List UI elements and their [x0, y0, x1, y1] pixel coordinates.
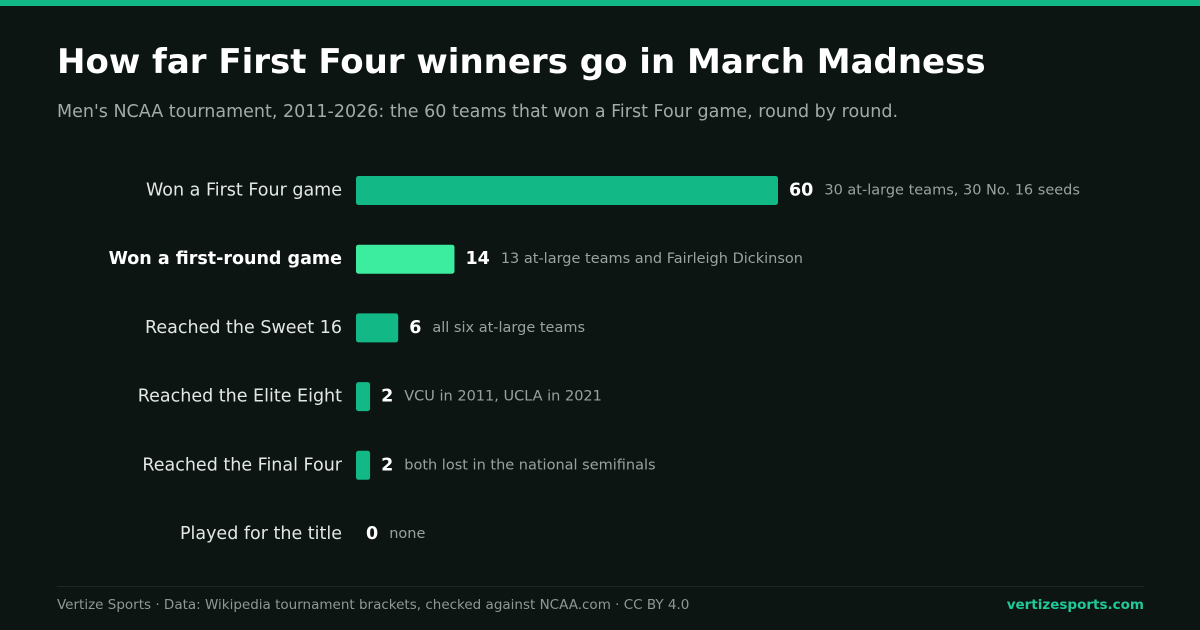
bar-chart: Won a First Four game 60 30 at-large teams…: [109, 176, 1080, 544]
value-label: 14: [465, 249, 489, 269]
bar-annotation: none: [389, 526, 425, 542]
bar-annotation: VCU in 2011, UCLA in 2021: [404, 389, 602, 405]
bar: [356, 450, 371, 480]
category-label: Won a First Four game: [146, 181, 342, 201]
chart-title: How far First Four winners go in March M…: [57, 42, 986, 82]
chart-subtitle: Men's NCAA tournament, 2011-2026: the 60…: [57, 102, 899, 122]
value-label: 60: [789, 181, 813, 201]
bar: [356, 176, 778, 205]
category-label: Won a first-round game: [109, 249, 343, 269]
footer-site-link[interactable]: vertizesports.com: [1006, 597, 1144, 613]
footer-source: Vertize Sports · Data: Wikipedia tournam…: [57, 597, 690, 613]
bar: [356, 382, 371, 412]
bar-annotation: 13 at-large teams and Fairleigh Dickinso…: [501, 251, 803, 267]
value-label: 0: [366, 524, 378, 544]
bar-annotation: both lost in the national semifinals: [404, 457, 655, 473]
bar: [356, 313, 399, 343]
category-label: Reached the Sweet 16: [145, 318, 342, 338]
category-label: Played for the title: [180, 524, 342, 544]
top-accent-bar: [0, 0, 1200, 6]
bar-annotation: 30 at-large teams, 30 No. 16 seeds: [824, 183, 1080, 199]
bar: [356, 244, 455, 274]
value-label: 2: [381, 387, 393, 407]
category-label: Reached the Final Four: [142, 455, 342, 475]
value-label: 6: [409, 318, 421, 338]
category-label: Reached the Elite Eight: [138, 387, 342, 407]
bar-annotation: all six at-large teams: [432, 320, 585, 336]
value-label: 2: [381, 455, 393, 475]
footer-divider: [57, 586, 1144, 587]
